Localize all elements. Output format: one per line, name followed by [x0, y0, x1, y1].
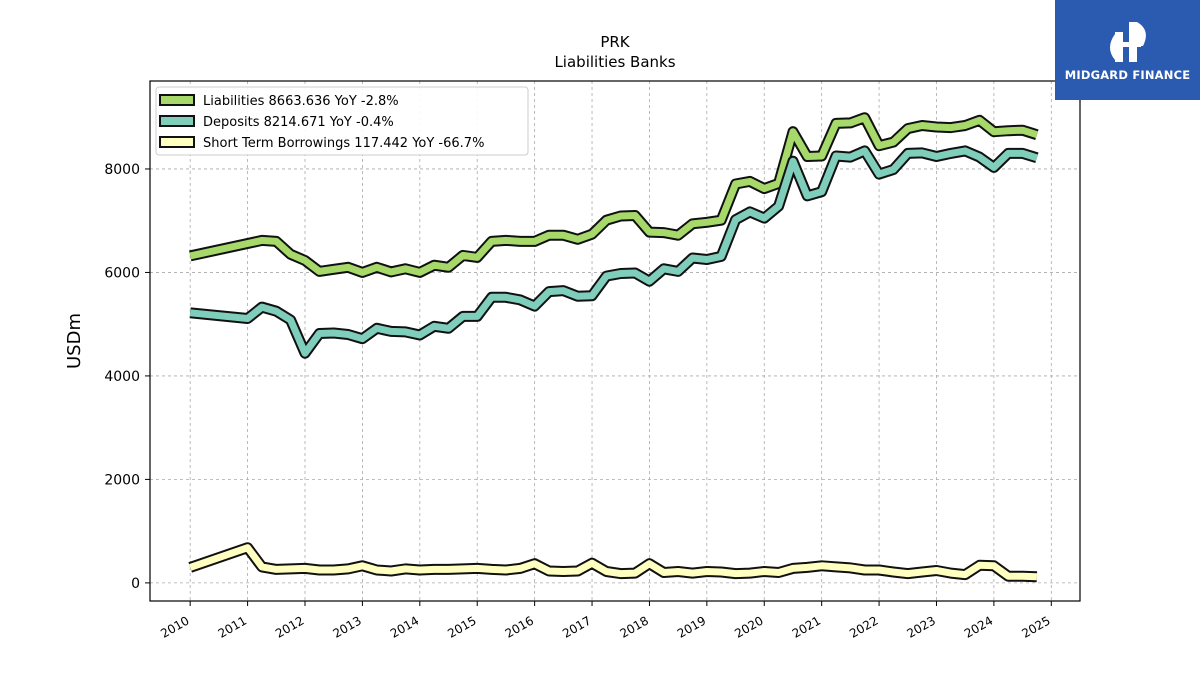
x-tick-label: 2020	[732, 613, 765, 640]
y-tick-label: 4000	[104, 369, 140, 385]
series-1	[189, 145, 1039, 359]
plot-frame	[149, 80, 1081, 602]
x-tick-label: 2024	[962, 613, 995, 640]
legend-label: Short Term Borrowings 117.442 YoY -66.7%	[203, 136, 484, 151]
x-tick-label: 2014	[388, 613, 421, 640]
y-tick-label: 0	[131, 576, 140, 592]
x-tick-label: 2015	[445, 613, 478, 640]
y-tick-label: 8000	[104, 162, 140, 178]
x-tick-label: 2013	[330, 613, 363, 640]
x-tick-label: 2022	[847, 613, 880, 640]
series-line-outline	[189, 145, 1039, 359]
y-tick-label: 6000	[104, 265, 140, 281]
chart-title: PRK	[600, 33, 630, 51]
y-axis-label: USDm	[64, 313, 85, 369]
series-2	[188, 542, 1038, 583]
legend-box	[155, 86, 529, 156]
legend-swatch	[159, 94, 195, 106]
x-tick-label: 2018	[617, 613, 650, 640]
brand-logo: MIDGARD FINANCE	[1055, 0, 1200, 100]
x-tick-label: 2011	[216, 613, 249, 640]
series-line	[189, 544, 1038, 581]
legend-label: Liabilities 8663.636 YoY -2.8%	[203, 94, 399, 109]
legend-label: Deposits 8214.671 YoY -0.4%	[203, 115, 394, 130]
legend: Liabilities 8663.636 YoY -2.8% Deposits 8…	[155, 86, 529, 156]
x-tick-label: 2023	[905, 613, 938, 640]
series-line	[189, 147, 1038, 357]
series-0	[189, 112, 1039, 278]
x-tick-label: 2017	[560, 613, 593, 640]
series-line	[189, 114, 1038, 276]
x-tick-label: 2019	[675, 613, 708, 640]
x-tick-label: 2016	[503, 613, 536, 640]
y-tick-label: 2000	[104, 472, 140, 488]
brand-name: MIDGARD FINANCE	[1064, 68, 1191, 82]
x-tick-label: 2021	[790, 613, 823, 640]
legend-swatch	[159, 136, 195, 148]
x-tick-label: 2025	[1019, 613, 1052, 640]
logo-mark-icon	[1110, 22, 1146, 62]
x-tick-label: 2010	[158, 613, 191, 640]
chart-subtitle: Liabilities Banks	[554, 53, 675, 71]
legend-swatch	[159, 115, 195, 127]
x-tick-label: 2012	[273, 613, 306, 640]
series-lines	[188, 112, 1039, 583]
